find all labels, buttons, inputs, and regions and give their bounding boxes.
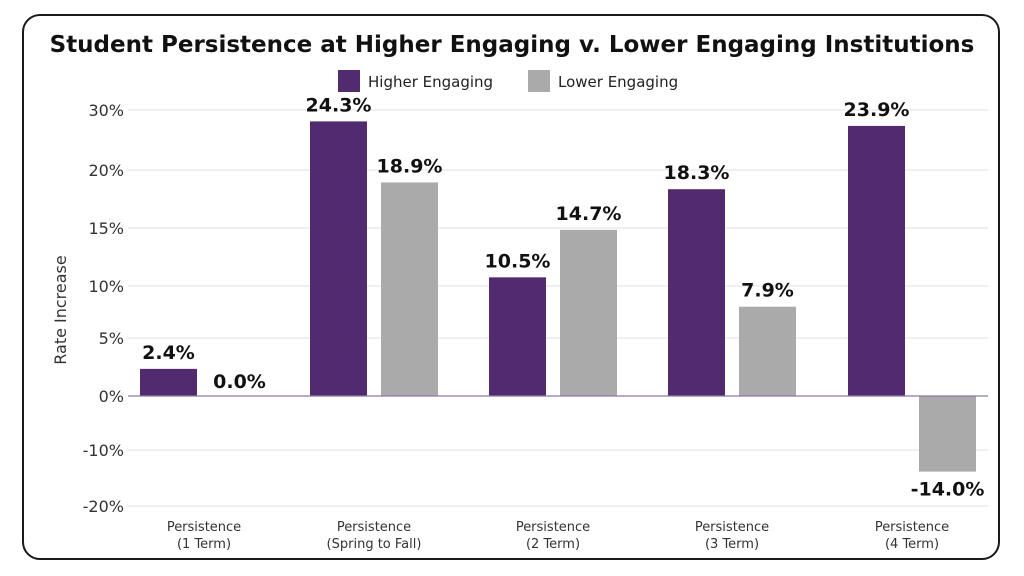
- data-label-lower-2: 18.9%: [377, 155, 443, 177]
- data-label-higher-4: 18.3%: [664, 162, 730, 184]
- legend-label-1: Higher Engaging: [368, 73, 493, 91]
- data-label-lower-5: -14.0%: [911, 479, 985, 501]
- y-tick-label: 10%: [88, 277, 124, 296]
- bar-lower-2: [381, 182, 438, 396]
- y-tick-label: 30%: [88, 101, 124, 120]
- x-category-label-line1: Persistence: [516, 520, 590, 535]
- x-category-label-line2: (1 Term): [177, 537, 231, 552]
- chart-title: Student Persistence at Higher Engaging v…: [50, 32, 975, 58]
- legend-swatch-2: [528, 70, 550, 92]
- bar-lower-5: [919, 396, 976, 472]
- bar-lower-3: [560, 229, 617, 396]
- bar-higher-3: [489, 277, 546, 396]
- x-category-label-line1: Persistence: [167, 520, 241, 535]
- data-label-lower-4: 7.9%: [741, 280, 794, 302]
- x-category-label-line1: Persistence: [337, 520, 411, 535]
- data-label-lower-3: 14.7%: [556, 203, 622, 225]
- bar-higher-2: [310, 121, 367, 396]
- y-axis-label: Rate Increase: [51, 255, 70, 364]
- legend-swatch-1: [338, 70, 360, 92]
- legend-label-2: Lower Engaging: [558, 73, 678, 91]
- x-category-label-line1: Persistence: [695, 520, 769, 535]
- data-label-higher-1: 2.4%: [142, 342, 195, 364]
- data-label-lower-1: 0.0%: [213, 371, 266, 393]
- bar-lower-4: [739, 306, 796, 396]
- y-tick-label: 5%: [99, 329, 124, 348]
- y-tick-label: 0%: [99, 387, 124, 406]
- x-category-label-line1: Persistence: [875, 520, 949, 535]
- x-category-label-line2: (3 Term): [705, 537, 759, 552]
- x-category-label-line2: (4 Term): [885, 537, 939, 552]
- data-label-higher-5: 23.9%: [844, 99, 910, 121]
- y-tick-label: 20%: [88, 161, 124, 180]
- bar-higher-5: [848, 125, 905, 397]
- bar-higher-1: [140, 368, 197, 396]
- x-category-label-line2: (Spring to Fall): [327, 537, 422, 552]
- data-label-higher-3: 10.5%: [485, 250, 551, 272]
- x-category-label-line2: (2 Term): [526, 537, 580, 552]
- data-label-higher-2: 24.3%: [306, 94, 372, 116]
- y-tick-label: -20%: [83, 497, 124, 516]
- bar-higher-4: [668, 189, 725, 396]
- y-tick-label: 15%: [88, 219, 124, 238]
- y-tick-label: -10%: [83, 441, 124, 460]
